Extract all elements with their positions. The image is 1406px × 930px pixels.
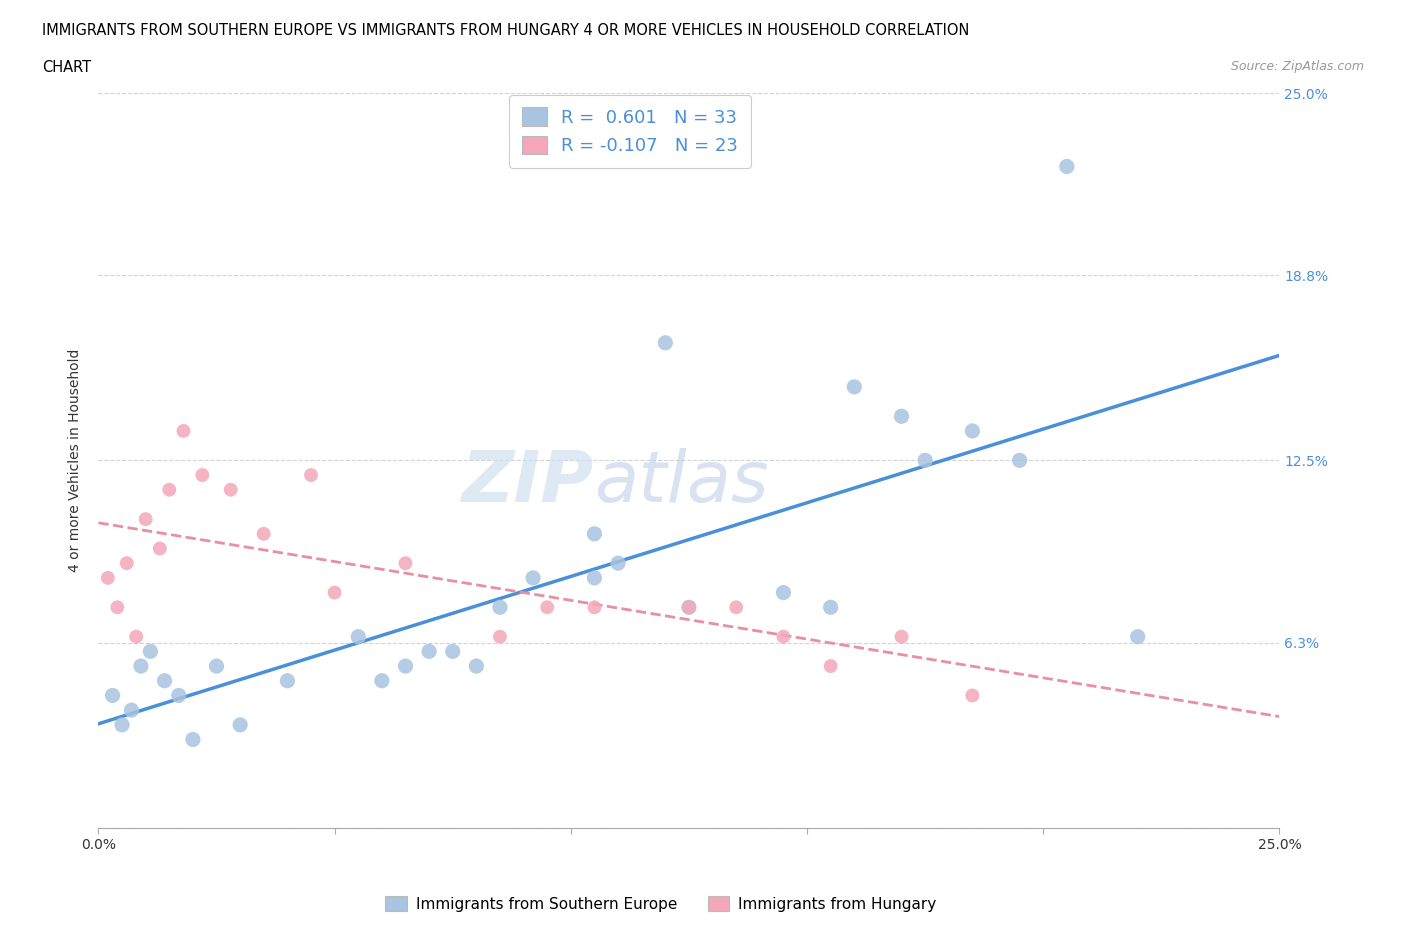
Point xyxy=(371,673,394,688)
Point xyxy=(489,600,512,615)
Point xyxy=(962,688,984,703)
Point xyxy=(115,556,138,571)
Point xyxy=(1126,630,1149,644)
Point xyxy=(465,658,488,673)
Point xyxy=(441,644,464,658)
Point xyxy=(135,512,157,526)
Legend: R =  0.601   N = 33, R = -0.107   N = 23: R = 0.601 N = 33, R = -0.107 N = 23 xyxy=(509,95,751,167)
Point xyxy=(323,585,346,600)
Point xyxy=(522,570,544,585)
Point xyxy=(536,600,558,615)
Point xyxy=(678,600,700,615)
Point xyxy=(890,409,912,424)
Point xyxy=(820,600,842,615)
Point xyxy=(962,423,984,438)
Point xyxy=(394,658,416,673)
Point xyxy=(219,483,242,498)
Point xyxy=(844,379,866,394)
Point xyxy=(654,336,676,351)
Point xyxy=(253,526,276,541)
Point xyxy=(489,630,512,644)
Point xyxy=(607,556,630,571)
Text: Source: ZipAtlas.com: Source: ZipAtlas.com xyxy=(1230,60,1364,73)
Point xyxy=(149,541,172,556)
Point xyxy=(820,658,842,673)
Point xyxy=(276,673,298,688)
Point xyxy=(418,644,440,658)
Point xyxy=(125,630,148,644)
Point xyxy=(172,423,194,438)
Point xyxy=(105,600,128,615)
Point xyxy=(583,526,606,541)
Text: atlas: atlas xyxy=(595,448,769,517)
Point xyxy=(121,703,143,718)
Point xyxy=(678,600,700,615)
Point xyxy=(97,570,120,585)
Point xyxy=(101,688,124,703)
Point xyxy=(725,600,748,615)
Point xyxy=(111,717,134,732)
Text: CHART: CHART xyxy=(42,60,91,75)
Point xyxy=(583,570,606,585)
Point xyxy=(914,453,936,468)
Point xyxy=(129,658,152,673)
Point xyxy=(1056,159,1078,174)
Point xyxy=(347,630,370,644)
Point xyxy=(157,483,180,498)
Point xyxy=(394,556,416,571)
Point xyxy=(772,585,794,600)
Point xyxy=(181,732,204,747)
Point xyxy=(229,717,252,732)
Point xyxy=(205,658,228,673)
Point xyxy=(1008,453,1031,468)
Point xyxy=(167,688,190,703)
Point xyxy=(890,630,912,644)
Point xyxy=(153,673,176,688)
Y-axis label: 4 or more Vehicles in Household: 4 or more Vehicles in Household xyxy=(69,349,83,572)
Point xyxy=(299,468,322,483)
Text: ZIP: ZIP xyxy=(463,448,595,517)
Point xyxy=(139,644,162,658)
Point xyxy=(191,468,214,483)
Point xyxy=(772,630,794,644)
Text: IMMIGRANTS FROM SOUTHERN EUROPE VS IMMIGRANTS FROM HUNGARY 4 OR MORE VEHICLES IN: IMMIGRANTS FROM SOUTHERN EUROPE VS IMMIG… xyxy=(42,23,970,38)
Legend: Immigrants from Southern Europe, Immigrants from Hungary: Immigrants from Southern Europe, Immigra… xyxy=(380,890,942,918)
Point xyxy=(583,600,606,615)
